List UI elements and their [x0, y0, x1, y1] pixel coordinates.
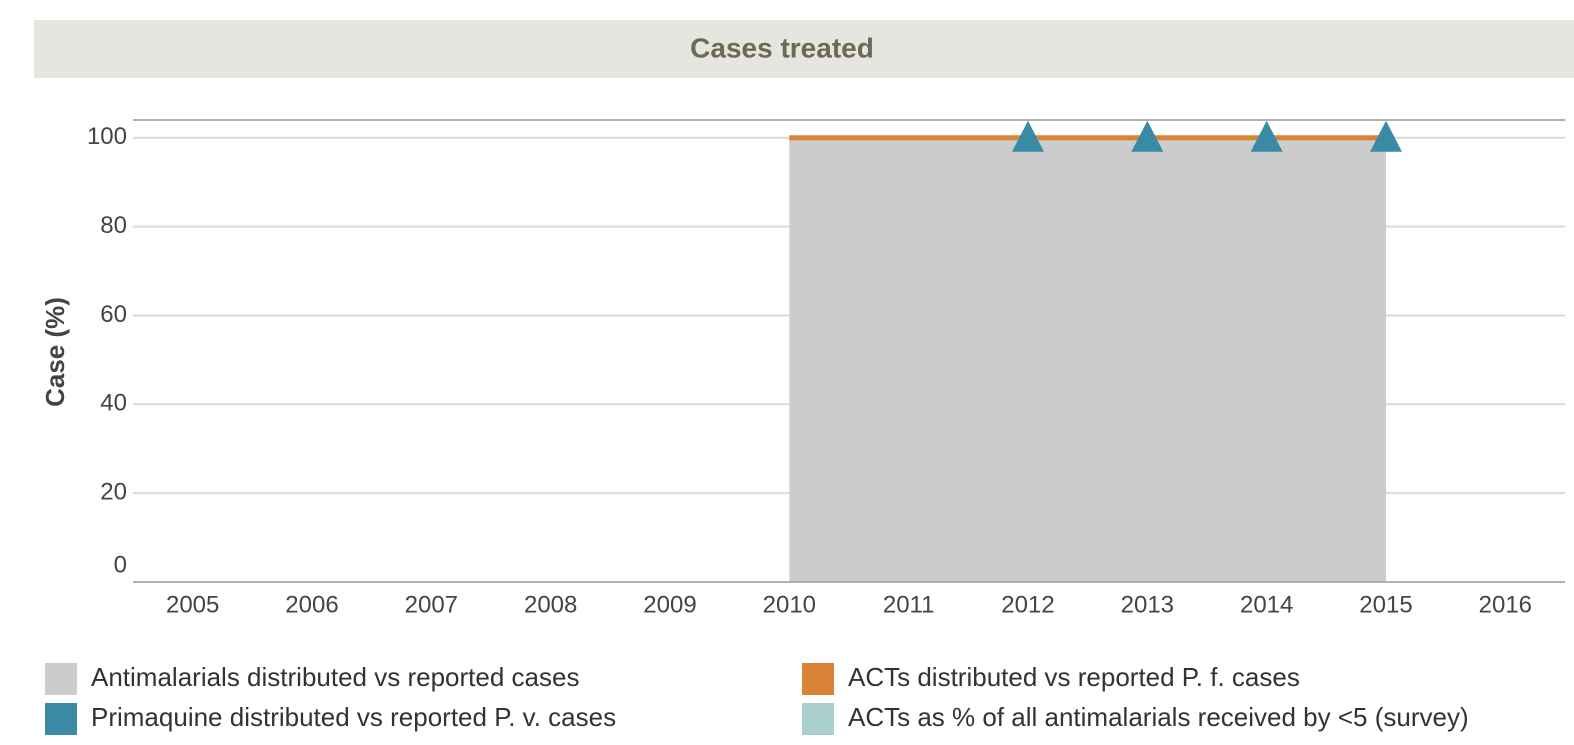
area: [789, 137, 1386, 582]
legend-swatch: [802, 703, 834, 735]
y-tick-label: 40: [100, 390, 127, 417]
y-tick-label: 80: [100, 212, 127, 239]
y-tick-label: 100: [87, 123, 127, 150]
legend-swatch: [802, 663, 834, 695]
y-tick-label: 20: [100, 478, 127, 505]
legend-label: Antimalarials distributed vs reported ca…: [91, 662, 579, 692]
x-tick-label: 2011: [883, 591, 935, 618]
x-tick-label: 2009: [643, 591, 696, 618]
legend-swatch: [45, 663, 77, 695]
x-tick-label: 2013: [1121, 591, 1174, 618]
x-tick-label: 2006: [285, 591, 338, 618]
x-tick-label: 2007: [405, 591, 458, 618]
triangle-marker: [1012, 120, 1044, 152]
triangle-marker: [1250, 120, 1283, 152]
x-tick-label: 2005: [166, 591, 219, 618]
x-tick-label: 2010: [763, 591, 816, 618]
legend-label: ACTs distributed vs reported P. f. cases: [848, 662, 1300, 692]
y-tick-label: 60: [100, 301, 127, 328]
y-tick-label: 0: [114, 551, 127, 578]
x-tick-label: 2008: [524, 591, 577, 618]
x-tick-label: 2012: [1001, 591, 1054, 618]
y-axis-label: Case (%): [40, 297, 70, 407]
chart-title: Cases treated: [690, 32, 874, 63]
triangle-marker: [1370, 120, 1402, 152]
x-tick-label: 2015: [1359, 591, 1412, 618]
x-tick-label: 2014: [1240, 591, 1293, 618]
header: [34, 20, 1574, 78]
legend-label: Primaquine distributed vs reported P. v.…: [91, 702, 616, 732]
x-tick-label: 2016: [1479, 591, 1532, 618]
legend-swatch: [45, 703, 77, 735]
triangle-marker: [1131, 120, 1164, 152]
legend-label: ACTs as % of all antimalarials received …: [848, 702, 1469, 732]
